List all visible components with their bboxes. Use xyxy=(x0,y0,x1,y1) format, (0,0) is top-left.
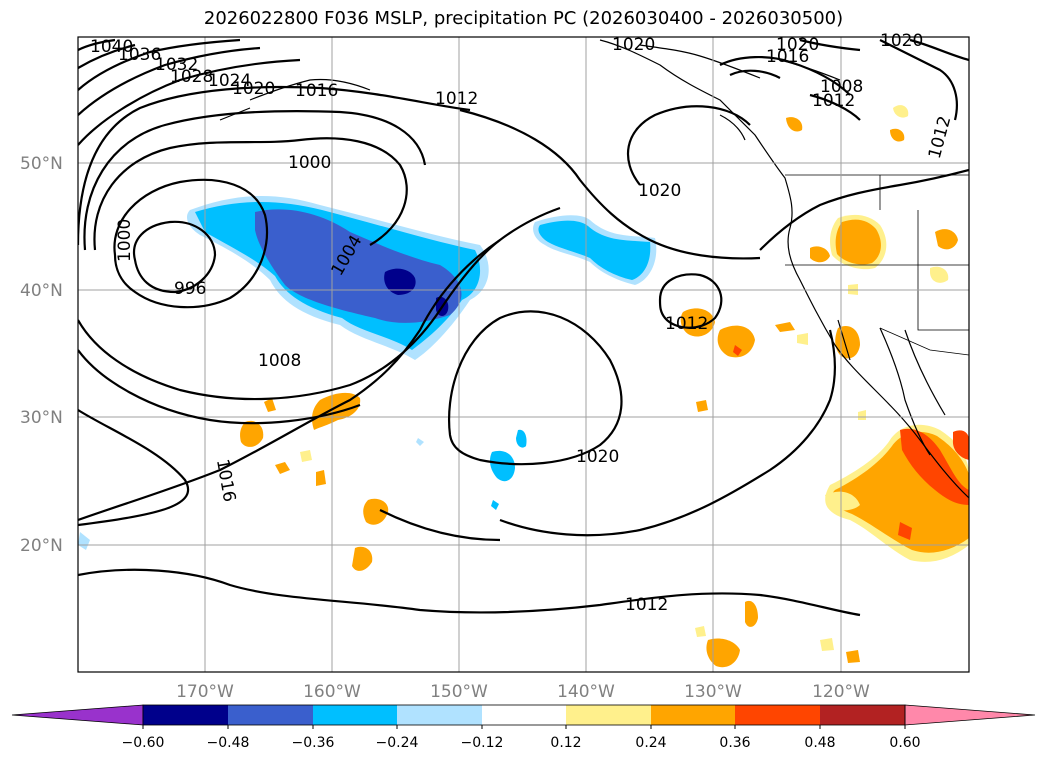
isobar-label: 1012 xyxy=(625,595,668,615)
longitude-axis: 170°W 160°W 150°W 140°W 130°W 120°W xyxy=(176,682,870,702)
colorbar-tick-label: 0.48 xyxy=(804,735,835,751)
isobar-label: 1028 xyxy=(170,67,213,87)
colorbar: −0.60 −0.48 −0.36 −0.24 −0.12 0.12 0.24 … xyxy=(11,704,1036,751)
colorbar-segment xyxy=(143,705,228,725)
isobar-label: 1008 xyxy=(258,351,301,371)
isobar-label: 996 xyxy=(174,279,206,299)
colorbar-ticks xyxy=(142,725,906,729)
isobar-label: 1032 xyxy=(155,55,198,75)
lat-label-30n: 30°N xyxy=(20,408,63,428)
colorbar-outline xyxy=(142,704,906,726)
colorbar-segment xyxy=(735,705,820,725)
isobar-label: 1016 xyxy=(766,47,809,67)
isobar-label: 1024 xyxy=(208,71,251,91)
colorbar-tick-label: −0.36 xyxy=(292,735,335,751)
isobar-label: 1012 xyxy=(665,314,708,334)
isobar-label: 1000 xyxy=(288,153,331,173)
isobars xyxy=(78,38,969,617)
lat-label-20n: 20°N xyxy=(20,536,63,556)
isobar-label: 1020 xyxy=(576,447,619,467)
colorbar-tick-label: −0.48 xyxy=(207,735,250,751)
isobar-label: 1020 xyxy=(880,31,923,51)
lon-label-120w: 120°W xyxy=(812,682,870,702)
isobar-label-group: 1040 1036 1032 1028 1024 1020 1016 1012 … xyxy=(90,31,955,615)
lon-label-130w: 130°W xyxy=(684,682,742,702)
isobar-label: 1040 xyxy=(90,37,133,57)
colorbar-tick-label: 0.12 xyxy=(550,735,581,751)
borders xyxy=(785,174,969,356)
map-frame xyxy=(77,36,970,673)
isobar-label: 1020 xyxy=(638,181,681,201)
isobar-label: 1020 xyxy=(612,35,655,55)
lon-label-160w: 160°W xyxy=(303,682,361,702)
colorbar-segment xyxy=(820,705,905,725)
isobar-label: 1036 xyxy=(118,45,161,65)
isobar-label: 1008 xyxy=(820,77,863,97)
colorbar-segment xyxy=(228,705,313,725)
colorbar-tick-label: −0.60 xyxy=(122,735,165,751)
colorbar-segment xyxy=(313,705,397,725)
isobar-label: 1016 xyxy=(295,81,338,101)
isobar-label: 1000 xyxy=(115,219,135,262)
isobar-label: 1012 xyxy=(435,89,478,109)
isobar-label: 1020 xyxy=(776,35,819,55)
colorbar-segment xyxy=(482,705,566,725)
lat-label-50n: 50°N xyxy=(20,154,63,174)
colorbar-tick-label: 0.60 xyxy=(889,735,920,751)
colorbar-segment xyxy=(651,705,735,725)
lon-label-140w: 140°W xyxy=(557,682,615,702)
map-title: 2026022800 F036 MSLP, precipitation PC (… xyxy=(203,8,844,29)
isobar-label: 1012 xyxy=(812,91,855,111)
colorbar-tick-label: 0.24 xyxy=(635,735,666,751)
latitude-axis: 50°N 40°N 30°N 20°N xyxy=(20,154,63,556)
colorbar-tick-label: −0.12 xyxy=(461,735,504,751)
isobar-label: 1020 xyxy=(232,79,275,99)
colorbar-segment xyxy=(566,705,651,725)
lon-label-150w: 150°W xyxy=(430,682,488,702)
colorbar-extend-right xyxy=(904,704,1036,726)
lon-label-170w: 170°W xyxy=(176,682,234,702)
lat-label-40n: 40°N xyxy=(20,281,63,301)
colorbar-extend-left xyxy=(11,704,144,726)
colorbar-segment xyxy=(397,705,482,725)
colorbar-tick-label: 0.36 xyxy=(719,735,750,751)
precip-positive-region xyxy=(240,105,969,668)
colorbar-tick-label: −0.24 xyxy=(376,735,419,751)
